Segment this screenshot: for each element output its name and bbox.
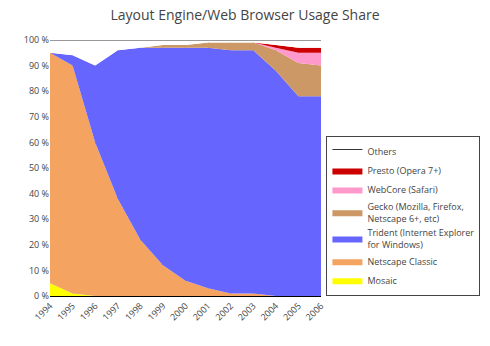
svg-text:70 %: 70 % (29, 110, 49, 123)
svg-text:1999: 1999 (144, 299, 168, 323)
svg-text:30 %: 30 % (29, 212, 49, 225)
svg-text:2000: 2000 (167, 299, 191, 323)
svg-text:2006: 2006 (303, 299, 327, 323)
svg-text:Presto (Opera 7+): Presto (Opera 7+) (367, 164, 441, 177)
svg-text:Layout Engine/Web Browser Usag: Layout Engine/Web Browser Usage Share (110, 5, 379, 24)
svg-text:Mosaic: Mosaic (367, 274, 397, 287)
svg-text:Netscape Classic: Netscape Classic (367, 255, 437, 268)
svg-text:1994: 1994 (32, 299, 56, 323)
svg-text:80 %: 80 % (29, 84, 49, 97)
svg-text:2003: 2003 (235, 299, 259, 323)
svg-text:Trident (Internet Explorerfor: Trident (Internet Explorerfor Windows) (367, 226, 474, 251)
svg-text:Gecko (Mozilla, Firefox,Netsca: Gecko (Mozilla, Firefox,Netscape 6+, etc… (367, 200, 463, 225)
svg-text:40 %: 40 % (29, 187, 49, 200)
svg-text:2004: 2004 (257, 299, 281, 323)
svg-text:90 %: 90 % (29, 59, 49, 72)
svg-text:1996: 1996 (77, 299, 101, 323)
svg-text:10 %: 10 % (29, 264, 49, 277)
svg-text:1998: 1998 (122, 299, 146, 323)
svg-text:2005: 2005 (280, 299, 304, 323)
svg-text:WebCore (Safari): WebCore (Safari) (367, 183, 438, 196)
svg-text:2002: 2002 (212, 299, 236, 323)
svg-text:20 %: 20 % (29, 238, 49, 251)
svg-text:1995: 1995 (54, 299, 78, 323)
svg-text:Others: Others (367, 145, 396, 158)
svg-text:0 %: 0 % (34, 289, 49, 302)
svg-text:60 %: 60 % (29, 136, 49, 149)
svg-text:50 %: 50 % (29, 161, 49, 174)
svg-text:2001: 2001 (190, 299, 214, 323)
svg-text:100 %: 100 % (24, 33, 49, 46)
svg-text:1997: 1997 (99, 299, 123, 323)
